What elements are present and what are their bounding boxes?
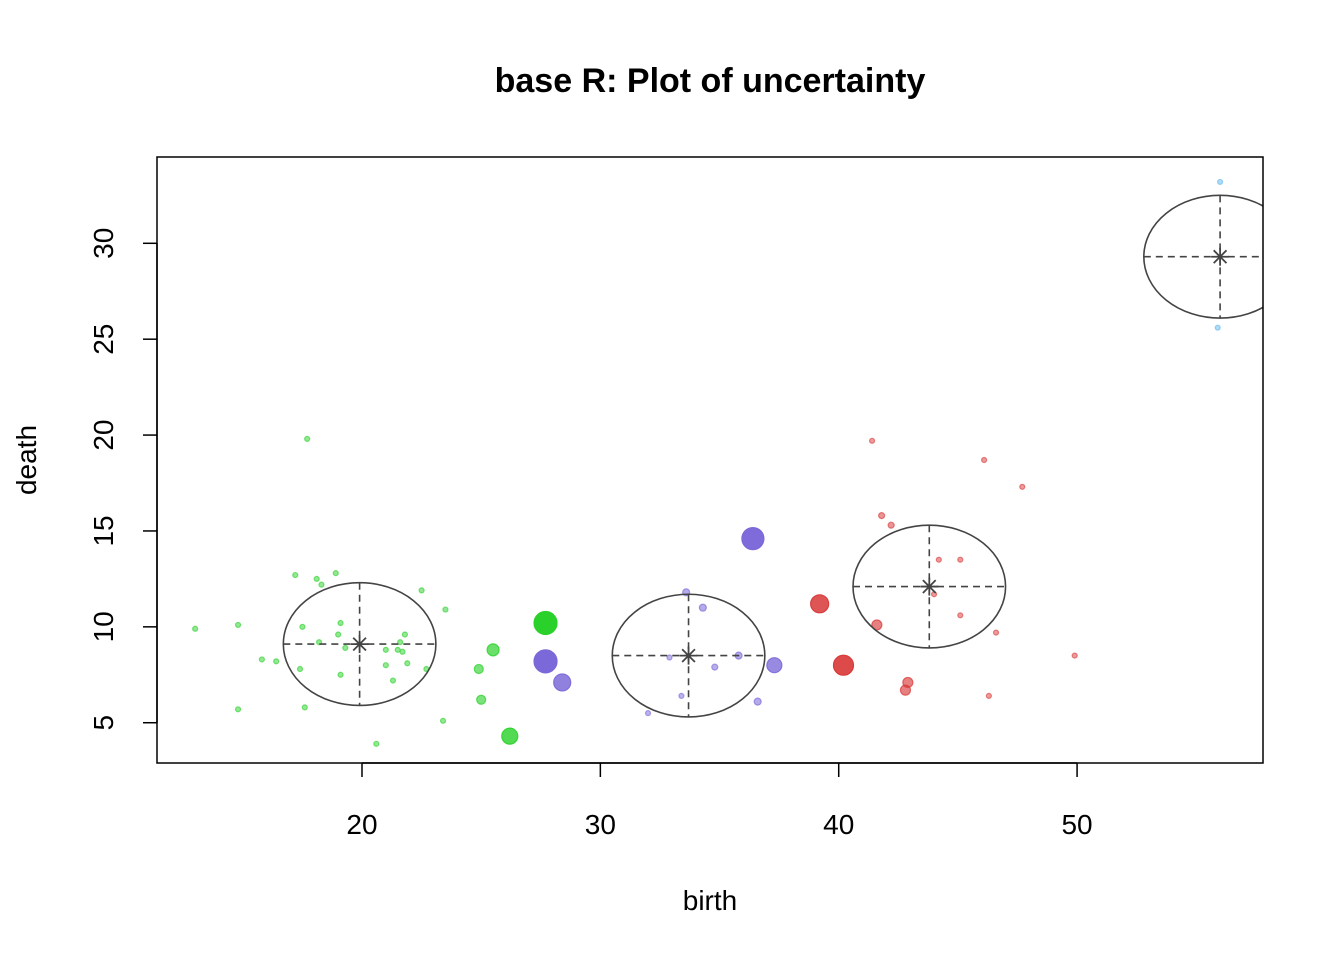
data-point [992,629,1000,636]
data-point [304,435,311,443]
data-point [335,631,342,638]
data-point [887,521,895,529]
data-point [985,692,992,699]
data-point [476,694,487,705]
x-tick-label: 20 [346,809,377,840]
plot-frame [156,156,1264,764]
data-point [935,556,942,563]
y-tick-label: 30 [88,228,119,259]
y-tick-label: 10 [88,611,119,642]
y-axis: 5 10 15 20 25 30 [88,228,158,731]
data-point [404,660,411,667]
data-point [1019,483,1026,490]
data-point [382,646,389,653]
data-point [1071,652,1078,659]
data-point [234,621,242,629]
data-point [486,643,500,657]
data-point [473,663,484,675]
data-point [273,658,280,665]
data-point [292,571,299,579]
data-point [337,671,344,678]
data-point [313,575,320,582]
cluster-center-mark [679,646,698,665]
data-point [296,665,304,673]
data-point [399,648,406,655]
x-tick-label: 50 [1061,809,1092,840]
data-point [442,606,449,613]
y-tick-label: 5 [88,715,119,731]
data-point [753,697,762,706]
data-point [332,570,339,577]
data-point [553,673,572,692]
data-point [533,610,558,636]
data-layer [192,178,1224,747]
data-point [397,639,404,646]
data-point [337,619,344,627]
data-point [373,740,380,747]
x-axis: 20 30 40 50 [346,762,1093,840]
data-point [418,587,425,594]
data-point [192,625,199,632]
data-point [301,704,308,711]
data-point [533,649,558,674]
x-tick-label: 40 [823,809,854,840]
data-point [644,710,652,717]
y-axis-label: death [11,425,42,495]
data-point [698,603,707,612]
data-point [318,581,325,588]
data-point [871,619,883,631]
data-point [439,717,447,724]
data-point [678,692,685,699]
data-point [878,512,886,520]
data-point [810,594,830,614]
data-point [868,437,876,444]
data-point [389,677,397,684]
x-axis-label: birth [683,885,737,916]
y-tick-label: 25 [88,324,119,355]
y-tick-label: 15 [88,515,119,546]
data-point [957,556,964,563]
cluster-center-mark [920,577,939,596]
data-point [401,631,408,638]
data-point [832,654,855,676]
data-point [382,662,389,669]
data-point [741,527,765,551]
data-point [957,612,964,619]
y-tick-label: 20 [88,419,119,450]
chart-title: base R: Plot of uncertainty [495,62,926,100]
cluster-center-mark [1211,247,1230,266]
cluster-center-mark [350,635,369,654]
data-point [501,727,519,745]
data-point [711,663,719,671]
data-point [1214,324,1221,331]
data-point [899,684,912,696]
data-point [766,657,783,674]
data-point [342,644,349,652]
x-tick-label: 30 [585,809,616,840]
data-point [981,456,988,464]
data-point [1216,178,1224,186]
data-point [299,623,306,630]
data-point [258,656,265,663]
cluster-layer [282,194,1263,718]
data-point [666,654,673,661]
data-point [234,706,242,713]
